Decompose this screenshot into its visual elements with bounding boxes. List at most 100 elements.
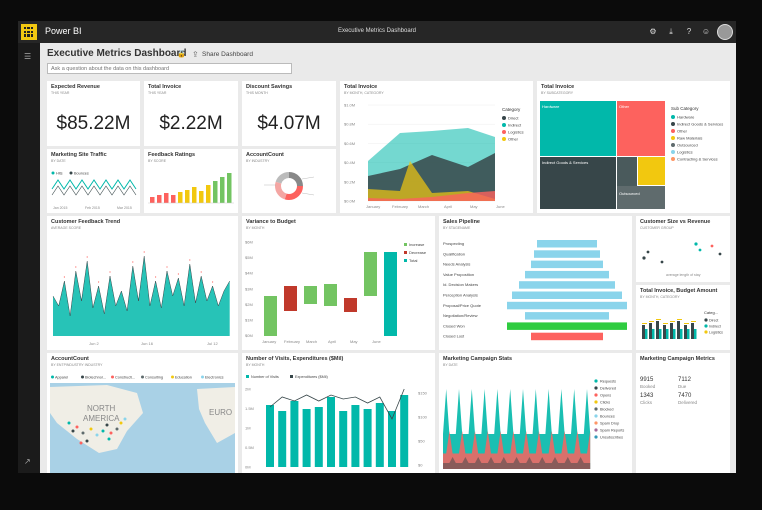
tile-customer-feedback[interactable]: Customer Feedback Trend AVERAGE SCORE Ju…	[47, 216, 238, 350]
map-point	[105, 423, 109, 427]
tile-visits-expenditures[interactable]: Number of Visits, Expenditures ($Mil) BY…	[242, 353, 435, 473]
bar-indirect	[645, 329, 648, 339]
hits-line	[51, 179, 137, 190]
tile-subtitle: BY SUBCATEGORY	[541, 91, 574, 95]
help-icon[interactable]: ?	[686, 27, 692, 36]
bar-decrease	[344, 298, 357, 312]
legend-item: Indirect Goods & Services	[677, 122, 723, 127]
tile-title: Total Invoice, Budget Amount	[640, 288, 718, 294]
tile-subtitle: BY STAGENAME	[443, 226, 471, 230]
app-launcher-icon[interactable]	[21, 24, 37, 40]
legend-item: Consulting	[145, 376, 163, 380]
y-tick: $1M	[245, 318, 253, 323]
feedback-icon[interactable]: ☺	[701, 27, 711, 36]
powerbi-screen: Power BI Executive Metrics Dashboard ⚙ ⤓…	[18, 21, 736, 473]
tile-account-map[interactable]: AccountCount BY ENTPINDUSTRY INDUSTRY Ap…	[47, 353, 238, 473]
tile-customer-size[interactable]: Customer Size vs Revenue CUSTOMER GROUP …	[636, 216, 730, 282]
funnel-bar	[519, 281, 615, 289]
bar-logistics	[691, 321, 696, 322]
stage-label: Perception Analysis	[443, 293, 478, 298]
lock-icon: 🔒	[177, 51, 186, 58]
data-label-dot	[143, 251, 145, 253]
scatter-point	[694, 242, 698, 246]
x-tick: March	[418, 204, 429, 209]
bar-logistics	[684, 323, 689, 324]
tile-title: Total Invoice	[541, 84, 575, 90]
bar-direct	[663, 325, 666, 339]
cell-label: Indirect Goods & Services	[542, 160, 588, 165]
tile-total-invoice-treemap[interactable]: Total Invoice BY SUBCATEGORY Hardware Ot…	[537, 81, 730, 213]
legend-dot	[594, 428, 598, 432]
legend-item: Logistics	[677, 150, 693, 155]
leader-line	[301, 192, 315, 196]
treemap-cell-outsourced	[617, 186, 665, 209]
y-tick: $0.6M	[344, 141, 355, 146]
legend-dot	[704, 318, 708, 322]
tile-campaign-stats[interactable]: Marketing Campaign Stats BY DATE Request…	[439, 353, 632, 473]
bar-logistics	[677, 319, 682, 320]
y2-tick: $100	[418, 415, 428, 420]
share-dashboard-button[interactable]: Share Dashboard	[202, 51, 253, 58]
map-point	[101, 429, 105, 433]
download-icon[interactable]: ⤓	[669, 27, 673, 36]
qa-input[interactable]	[47, 63, 292, 74]
kpi-value: $4.07M	[257, 113, 321, 134]
tile-subtitle: BY MONTH, CATEGORY	[344, 91, 384, 95]
treemap-cell-other	[617, 101, 665, 156]
avatar[interactable]	[717, 24, 733, 40]
settings-icon[interactable]: ⚙	[649, 27, 657, 36]
tile-variance-budget[interactable]: Variance to Budget BY MONTH $6M $5M $4M $3M…	[242, 216, 435, 350]
y-tick: $5M	[245, 255, 253, 260]
y-tick: $0M	[245, 333, 253, 338]
tile-total-invoice-area[interactable]: Total Invoice BY MONTH, CATEGORY $1.0M $0…	[340, 81, 533, 213]
legend-dot	[171, 375, 174, 379]
y-tick: $3M	[245, 286, 253, 291]
tile-discount-savings[interactable]: Discount Savings THIS MONTH $4.07M	[242, 81, 336, 146]
tile-marketing-traffic[interactable]: Marketing Site Traffic BY DATE Hits Boun…	[47, 149, 140, 213]
visits-bar	[351, 405, 360, 467]
ratings-bar-chart	[148, 173, 234, 204]
data-label-dot	[200, 271, 202, 273]
tile-title: Customer Size vs Revenue	[640, 219, 711, 225]
x-tick: Feb 2015	[85, 206, 100, 210]
tile-campaign-metrics[interactable]: Marketing Campaign Metrics 9915 Booked 7…	[636, 353, 730, 473]
nav-expand-icon[interactable]: ↗	[24, 457, 31, 466]
legend-dot	[51, 375, 54, 379]
kpi-value: $2.22M	[159, 113, 223, 134]
legend-dot	[594, 435, 598, 439]
y-tick: $2M	[245, 302, 253, 307]
bar-increase	[264, 296, 277, 336]
visits-bar	[363, 409, 372, 467]
legend-dot	[69, 171, 73, 175]
tile-subtitle: BY MONTH	[246, 226, 265, 230]
data-label-dot	[109, 271, 111, 273]
map-point	[109, 431, 113, 435]
y-tick: $1.0M	[344, 103, 355, 108]
y-tick: 0M	[245, 465, 251, 470]
kpi-value: $85.22M	[56, 113, 131, 134]
tile-subtitle: THIS YEAR	[148, 91, 167, 95]
bar-indirect	[666, 329, 669, 339]
legend-item: Other	[677, 129, 688, 134]
x-tick: June	[496, 204, 505, 209]
bar-direct	[656, 321, 659, 339]
tile-invoice-budget[interactable]: Total Invoice, Budget Amount BY MONTH, C…	[636, 285, 730, 350]
tile-expected-revenue[interactable]: Expected Revenue THIS YEAR $85.22M	[47, 81, 140, 146]
tile-subtitle: BY MONTH	[246, 363, 265, 367]
bar-decrease	[284, 286, 297, 311]
tile-total-invoice-kpi[interactable]: Total Invoice THIS YEAR $2.22M	[144, 81, 238, 146]
legend-dot	[594, 393, 598, 397]
legend-swatch	[290, 375, 293, 378]
stage-label: Closed Won	[443, 323, 465, 328]
nav-menu-icon[interactable]: ☰	[24, 52, 32, 61]
legend-dot	[502, 116, 506, 120]
rating-bar	[213, 181, 218, 203]
map-land-greenland	[109, 389, 129, 401]
legend-dot	[81, 375, 84, 379]
bar-indirect	[659, 329, 662, 339]
tile-account-donut[interactable]: AccountCount BY INDUSTRY	[242, 149, 336, 213]
tile-sales-pipeline[interactable]: Sales Pipeline BY STAGENAME Prospecting Q…	[439, 216, 632, 350]
tile-feedback-ratings[interactable]: Feedback Ratings BY SCORE	[144, 149, 238, 213]
share-icon[interactable]: ⇪	[192, 50, 199, 59]
bar-indirect	[680, 329, 683, 339]
